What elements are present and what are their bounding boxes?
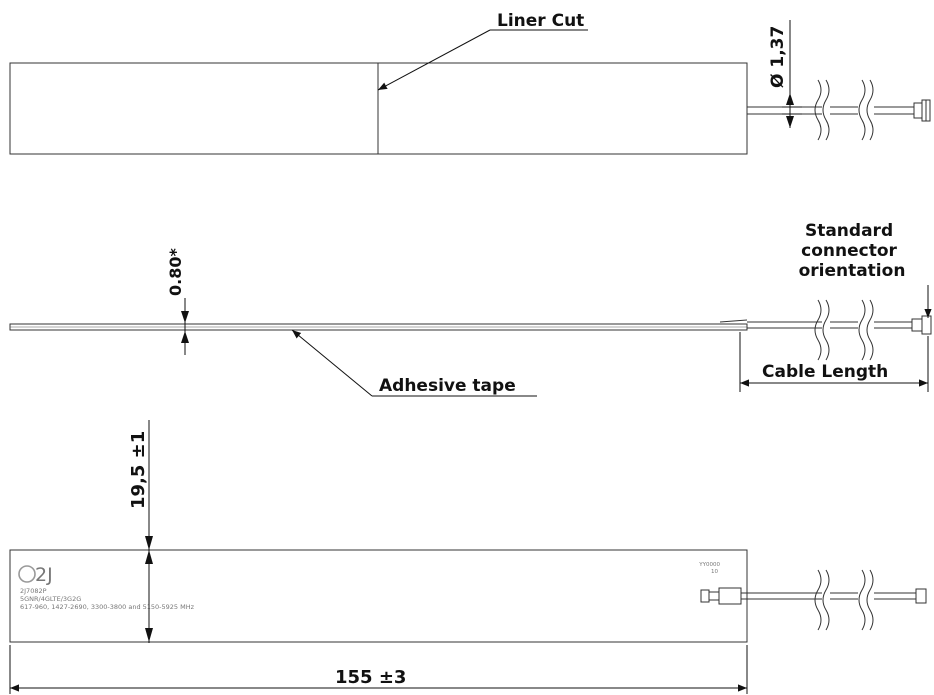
break-line-1 [814,79,822,141]
connector-top [913,99,931,122]
bands-line: 5GNR/4GLTE/3G2G [20,595,81,603]
liner-cut-leader [377,29,491,91]
cable-length-label: Cable Length [762,362,888,382]
part-number: 2J7082P [20,587,47,595]
frequencies-line: 617-960, 1427-2690, 3300-3800 and 5150-5… [20,603,195,611]
adhesive-leader [291,329,373,397]
orientation-line-1: Standard [805,221,893,241]
break-line-2 [822,79,830,141]
logo-mark [18,565,36,583]
top-view: Liner Cut Ø 1,37 [9,11,931,155]
orientation-line-2: connector [801,241,897,261]
logo-text: 2J [35,564,53,586]
front-view: 2J 2J7082P 5GNR/4GLTE/3G2G 617-960, 1427… [9,420,927,694]
liner-cut-label: Liner Cut [497,11,584,31]
orientation-line-3: orientation [799,261,906,281]
connector-side [911,315,932,335]
antenna-body-front [9,549,748,643]
break-line-4 [866,79,874,141]
thickness-label: 0.80* [166,248,185,296]
side-view: 0.80* Adhesive tape Standard connector o… [9,221,932,397]
diameter-label: Ø 1,37 [768,26,788,88]
length-label: 155 ±3 [335,667,406,688]
rev-code: 10 [711,569,718,575]
break-line-3 [858,79,866,141]
connector-front [700,587,742,605]
connector-orientation-label: Standard connector orientation [799,221,906,281]
printed-label: 2J 2J7082P 5GNR/4GLTE/3G2G 617-960, 1427… [18,562,720,611]
width-label: 19,5 ±1 [128,431,149,509]
connector-end-front [915,588,927,604]
date-code: YY0000 [698,562,720,568]
adhesive-tape-label: Adhesive tape [379,376,516,396]
